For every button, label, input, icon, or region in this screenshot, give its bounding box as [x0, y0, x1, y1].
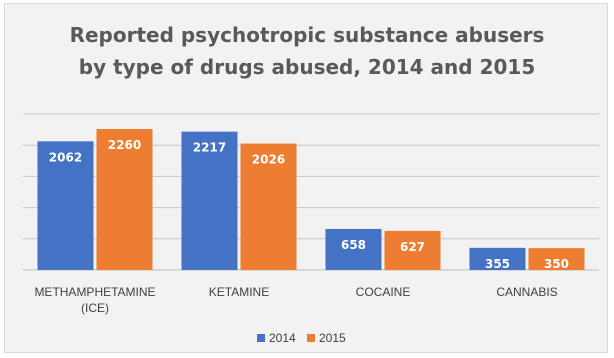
bar-2015-2 — [384, 230, 441, 270]
chart-container: Reported psychotropic substance abusers b… — [4, 3, 608, 353]
bar-2014-2 — [325, 228, 382, 270]
data-label-2015-2: 627 — [400, 240, 425, 254]
data-label-2014-1: 2217 — [193, 141, 226, 155]
chart-title-line-2: by type of drugs abused, 2014 and 2015 — [79, 55, 535, 79]
chart-svg: Reported psychotropic substance abusers b… — [23, 23, 599, 345]
data-label-2014-0: 2062 — [49, 150, 82, 164]
category-label-0: METHAMPHETAMINE — [34, 285, 155, 299]
legend-label-2015: 2015 — [319, 331, 346, 345]
chart-title: Reported psychotropic substance abusers b… — [70, 23, 545, 79]
bar-2015-1 — [240, 143, 297, 270]
bar-2015-3 — [528, 248, 585, 270]
legend: 2014 2015 — [257, 331, 346, 345]
chart-title-line-1: Reported psychotropic substance abusers — [70, 23, 545, 47]
data-label-2014-2: 658 — [341, 238, 366, 252]
category-label-3: CANNABIS — [496, 285, 557, 299]
bar-2014-3 — [469, 247, 526, 270]
category-label-2: COCAINE — [356, 285, 411, 299]
data-label-2015-1: 2026 — [252, 153, 285, 167]
legend-swatch-2015 — [307, 334, 315, 342]
data-labels: 2062 2260 2217 2026 658 627 355 350 — [49, 138, 569, 271]
category-label-0: (ICE) — [81, 301, 109, 315]
bar-2014-0 — [37, 141, 94, 270]
data-label-2015-3: 350 — [544, 257, 569, 271]
category-labels: METHAMPHETAMINE (ICE) KETAMINE COCAINE CANNA… — [34, 285, 557, 315]
legend-swatch-2014 — [257, 334, 265, 342]
category-label-1: KETAMINE — [209, 285, 269, 299]
legend-label-2014: 2014 — [269, 331, 296, 345]
bar-2014-1 — [181, 131, 238, 270]
data-label-2014-3: 355 — [485, 257, 510, 271]
bars — [37, 128, 585, 270]
data-label-2015-0: 2260 — [108, 138, 141, 152]
bar-2015-0 — [96, 128, 153, 270]
